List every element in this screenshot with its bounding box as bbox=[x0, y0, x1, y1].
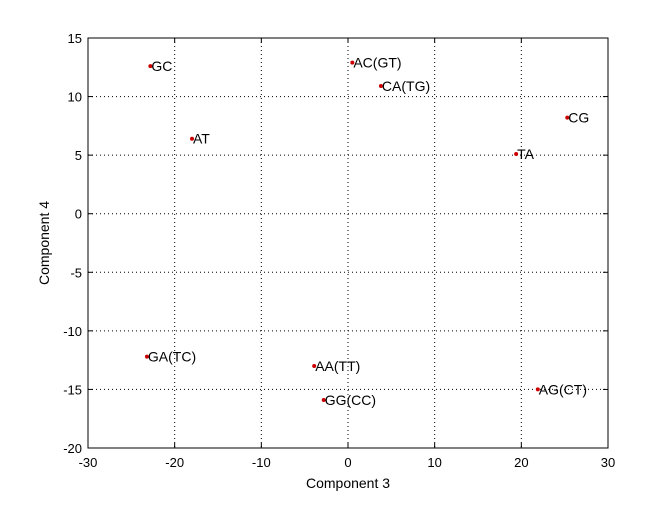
x-tick-label: 0 bbox=[344, 455, 351, 470]
data-point-label: AT bbox=[193, 131, 210, 147]
data-point-label: AA(TT) bbox=[315, 358, 360, 374]
data-point bbox=[321, 397, 326, 402]
data-point bbox=[350, 60, 355, 65]
data-point bbox=[190, 136, 194, 141]
y-axis-label: Component 4 bbox=[36, 201, 52, 285]
y-tick-label: 10 bbox=[68, 90, 82, 105]
data-point-label: CG bbox=[568, 110, 589, 126]
data-point-label: AC(GT) bbox=[353, 55, 401, 71]
data-point bbox=[312, 364, 317, 368]
data-point-label: TA bbox=[517, 146, 535, 162]
y-tick-label: -20 bbox=[63, 441, 82, 456]
x-axis-label: Component 3 bbox=[306, 475, 390, 491]
data-point-label: AG(CT) bbox=[539, 381, 587, 397]
y-tick-label: 5 bbox=[75, 148, 82, 163]
x-tick-label: 20 bbox=[514, 455, 528, 470]
y-tick-label: -10 bbox=[63, 324, 82, 339]
data-point bbox=[144, 354, 149, 359]
y-tick-label: -15 bbox=[63, 382, 82, 397]
data-point-label: CA(TG) bbox=[382, 78, 430, 94]
data-point-label: GA(TC) bbox=[148, 349, 196, 365]
data-point bbox=[378, 84, 383, 89]
y-tick-label: 15 bbox=[68, 31, 82, 46]
x-tick-label: -30 bbox=[79, 455, 98, 470]
data-point bbox=[514, 151, 519, 156]
data-point bbox=[148, 64, 153, 69]
data-point bbox=[535, 387, 540, 392]
data-points: GC AC(GT) CA(TG) CG AT TA GA(TC) AA(TT) GG(CC) AG… bbox=[144, 55, 589, 408]
x-tick-label: 30 bbox=[601, 455, 615, 470]
data-point bbox=[565, 115, 570, 120]
x-tick-label: 10 bbox=[427, 455, 441, 470]
data-point-label: GC bbox=[151, 58, 172, 74]
data-point-label: GG(CC) bbox=[325, 392, 376, 408]
y-tick-label: 0 bbox=[75, 207, 82, 222]
x-tick-label: -10 bbox=[252, 455, 271, 470]
y-tick-label: -5 bbox=[70, 265, 82, 280]
grid-lines bbox=[88, 38, 608, 448]
x-tick-label: -20 bbox=[165, 455, 184, 470]
